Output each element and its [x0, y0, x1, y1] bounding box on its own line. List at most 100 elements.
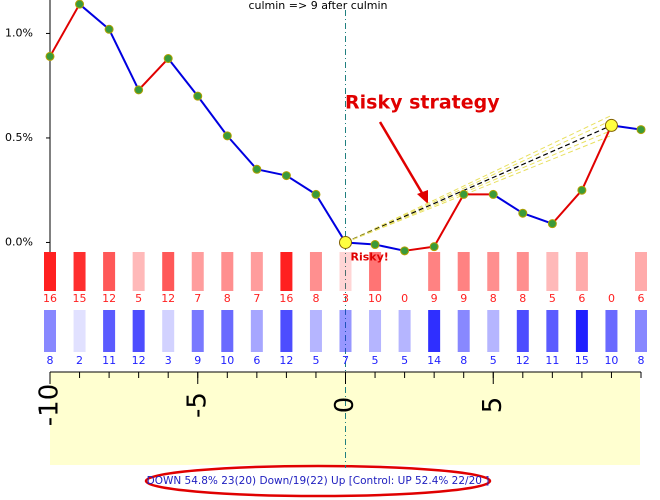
down-bar-label: 12	[161, 292, 175, 305]
down-bar	[162, 252, 175, 291]
down-bar	[546, 252, 559, 291]
up-bar-label: 12	[132, 354, 146, 367]
down-bar	[428, 252, 441, 291]
down-bar	[399, 252, 411, 291]
data-point	[547, 219, 557, 229]
up-bar	[250, 310, 263, 352]
data-point	[339, 235, 352, 249]
data-point	[252, 164, 262, 174]
down-bar	[487, 252, 500, 291]
up-bar	[635, 310, 647, 352]
down-bar	[457, 252, 470, 291]
fan-line	[345, 134, 612, 243]
down-bar-label: 3	[342, 292, 349, 305]
data-point	[45, 51, 55, 61]
down-bar-label: 5	[549, 292, 556, 305]
up-bar	[44, 310, 56, 352]
up-bar	[605, 310, 618, 352]
line-segment	[137, 57, 169, 91]
line-segment	[108, 28, 140, 91]
down-bar	[191, 252, 204, 291]
data-point	[370, 240, 380, 250]
data-point	[400, 246, 410, 256]
up-bar-label: 3	[165, 354, 172, 367]
down-bar-label: 0	[608, 292, 615, 305]
up-bar	[428, 310, 441, 352]
up-bar	[309, 310, 322, 352]
up-bar	[398, 310, 411, 352]
fan-line	[345, 124, 612, 244]
up-bar-label: 5	[372, 354, 379, 367]
down-bar-label: 15	[73, 292, 87, 305]
down-bar	[44, 252, 56, 291]
line-segment	[167, 57, 199, 97]
up-bar-label: 5	[490, 354, 497, 367]
up-bar-label: 8	[47, 354, 54, 367]
data-point	[75, 0, 85, 9]
x-tick-label: -10	[35, 384, 65, 426]
up-bar-label: 12	[279, 354, 293, 367]
line-segment	[492, 193, 524, 215]
data-point	[518, 208, 528, 218]
line-segment	[551, 189, 583, 225]
down-bar-label: 8	[224, 292, 231, 305]
up-bar-label: 10	[604, 354, 618, 367]
down-bar-label: 7	[253, 292, 260, 305]
up-bar-label: 2	[76, 354, 83, 367]
down-bar	[605, 252, 617, 291]
fan-line	[345, 119, 612, 243]
down-bar-label: 9	[460, 292, 467, 305]
line-segment	[196, 95, 229, 137]
annotation: Risky strategy	[345, 92, 500, 114]
up-bar-label: 9	[194, 354, 201, 367]
up-bar	[191, 310, 204, 352]
line-segment	[580, 124, 613, 191]
down-bar-label: 0	[401, 292, 408, 305]
down-bar	[280, 252, 293, 291]
x-tick-label: 0	[330, 397, 360, 414]
up-bar	[221, 310, 234, 352]
y-tick-label: 0.0%	[5, 235, 33, 248]
down-bar	[221, 252, 234, 291]
down-bar-label: 16	[43, 292, 57, 305]
data-point	[636, 125, 646, 135]
line-segment	[49, 3, 81, 57]
up-bar	[487, 310, 500, 352]
data-point	[163, 54, 173, 64]
x-tick-label: 5	[478, 397, 508, 414]
down-bar-label: 6	[578, 292, 585, 305]
line-segment	[315, 193, 347, 243]
data-point	[222, 131, 232, 141]
up-bar	[103, 310, 116, 352]
up-bar-label: 8	[460, 354, 467, 367]
data-point	[311, 189, 321, 199]
x-tick-label: -5	[182, 392, 212, 418]
up-bar-label: 14	[427, 354, 441, 367]
annotation-arrow	[378, 121, 427, 199]
y-tick-label: 0.5%	[5, 131, 33, 144]
down-bar-label: 5	[135, 292, 142, 305]
chart-title: culmin => 9 after culmin	[248, 0, 387, 12]
down-bar	[339, 252, 352, 291]
point-label: Risky!	[351, 250, 389, 263]
down-bar	[635, 252, 647, 291]
up-bar-label: 5	[312, 354, 319, 367]
line-segment	[226, 135, 258, 170]
up-bar	[132, 310, 145, 352]
line-segment	[256, 168, 287, 177]
data-point	[604, 118, 618, 132]
down-bar-label: 7	[194, 292, 201, 305]
down-bar	[250, 252, 263, 291]
data-point	[193, 91, 203, 101]
down-bar	[575, 252, 588, 291]
up-bar	[73, 310, 86, 352]
down-bar	[369, 252, 382, 291]
up-bar	[280, 310, 293, 352]
up-bar-label: 11	[102, 354, 116, 367]
footer-highlight	[144, 464, 492, 498]
fan-line	[345, 129, 612, 243]
up-bar-label: 12	[516, 354, 530, 367]
up-bar-label: 5	[401, 354, 408, 367]
